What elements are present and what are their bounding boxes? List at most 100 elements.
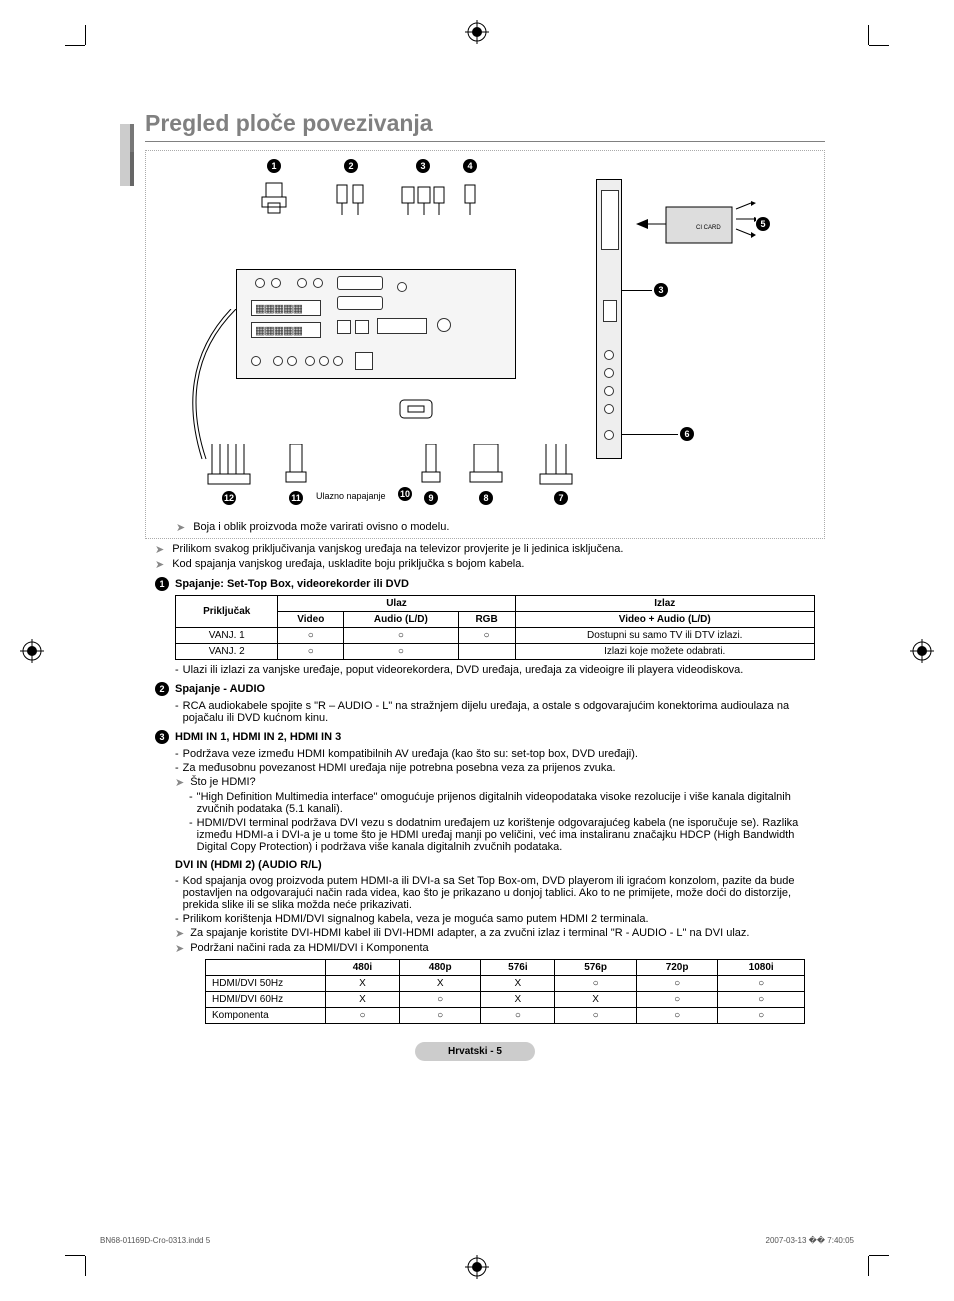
registration-mark-icon	[910, 639, 934, 663]
component-jack-icon	[319, 356, 329, 366]
audio-jack-icon	[255, 278, 265, 288]
antenna-plug-icon	[460, 175, 480, 215]
vga-port-icon	[377, 318, 427, 334]
s3-bullet-1: Podržava veze između HDMI kompatibilnih …	[183, 748, 638, 760]
ant-jack-icon	[397, 282, 407, 292]
dvi-arrow-2: Podržani načini rada za HDMI/DVI i Kompo…	[190, 942, 428, 955]
headphone-jack-icon	[604, 430, 614, 440]
crop-mark	[85, 25, 86, 45]
section-1-head: 1 Spajanje: Set-Top Box, videorekorder i…	[155, 577, 825, 591]
table-row: Komponenta ○ ○ ○ ○ ○ ○	[206, 1008, 805, 1024]
section-1-note: Ulazi ili izlazi za vanjske uređaje, pop…	[183, 664, 744, 676]
registration-mark-icon	[465, 1255, 489, 1279]
pre-note-2: Kod spajanja vanjskog uređaja, uskladite…	[172, 558, 524, 571]
variant-note: Boja i oblik proizvoda može varirati ovi…	[193, 521, 449, 534]
audio-jack-icon	[297, 278, 307, 288]
io-th: Izlaz	[515, 596, 815, 612]
pc-audio-cable-icon	[416, 444, 446, 489]
io-th: Video + Audio (L/D)	[515, 612, 815, 628]
component-jack-icon	[273, 356, 283, 366]
callout-5: 5	[756, 217, 770, 231]
callout-7: 7	[554, 491, 568, 505]
arrow-icon	[176, 521, 187, 534]
audio-port-icon	[355, 320, 369, 334]
component-jack-icon	[333, 356, 343, 366]
pre-note-1: Prilikom svakog priključivanja vanjskog …	[172, 543, 623, 556]
registration-mark-icon	[20, 639, 44, 663]
rear-panel	[236, 269, 516, 379]
dvi-bullet-1: Kod spajanja ovog proizvoda putem HDMI-a…	[183, 875, 825, 911]
callout-3: 3	[155, 730, 169, 744]
ci-card-icon: CI CARD	[636, 199, 756, 259]
crop-mark	[65, 1255, 85, 1256]
side-tab	[120, 124, 134, 186]
arrow-icon	[155, 543, 166, 556]
s3-qsub-2: HDMI/DVI terminal podržava DVI vezu s do…	[197, 817, 825, 853]
page-title: Pregled ploče povezivanja	[145, 110, 825, 142]
audio-port-icon	[337, 320, 351, 334]
hdmi-port-icon	[337, 276, 383, 290]
rca-pair-plug-icon	[331, 175, 371, 215]
crop-mark	[869, 1255, 889, 1256]
section-2-head: 2 Spajanje - AUDIO	[155, 682, 825, 696]
callout-8: 8	[479, 491, 493, 505]
footer-left: BN68-01169D-Cro-0313.indd 5	[100, 1236, 210, 1245]
page-content: Pregled ploče povezivanja 1 2 3 4	[125, 110, 825, 1061]
scart-port-icon	[251, 300, 321, 316]
hdmi-dvi-plug-icon	[398, 175, 448, 215]
s3-qsub-1: "High Definition Multimedia interface" o…	[197, 791, 825, 815]
section-2-note: RCA audiokabele spojite s "R – AUDIO - L…	[183, 700, 825, 724]
pre-notes: Prilikom svakog priključivanja vanjskog …	[155, 543, 825, 571]
scart-plug-icon	[256, 175, 292, 215]
crop-mark	[85, 1256, 86, 1276]
component-cable-icon	[204, 444, 254, 489]
arrow-icon	[155, 558, 166, 571]
crop-mark	[65, 45, 85, 46]
power-brick-icon	[396, 394, 436, 424]
footer-right: 2007-03-13 �� 7:40:05	[766, 1236, 854, 1245]
scart-port-icon	[251, 322, 321, 338]
hdmi-port-icon	[337, 296, 383, 310]
audio-jack-icon	[313, 278, 323, 288]
leader-line	[622, 290, 652, 291]
s3-bullet-2: Za međusobnu povezanost HDMI uređaja nij…	[183, 762, 616, 774]
av-jack-icon	[604, 386, 614, 396]
dvi-subhead: DVI IN (HDMI 2) (AUDIO R/L)	[175, 859, 825, 871]
component-jack-icon	[305, 356, 315, 366]
page-badge: Hrvatski - 5	[415, 1042, 535, 1061]
registration-mark-icon	[465, 20, 489, 44]
section-3-title: HDMI IN 1, HDMI IN 2, HDMI IN 3	[175, 731, 341, 743]
io-th: Priključak	[176, 596, 278, 628]
section-1-title: Spajanje: Set-Top Box, videorekorder ili…	[175, 578, 409, 590]
dvi-arrow-1: Za spajanje koristite DVI-HDMI kabel ili…	[190, 927, 749, 940]
optical-cable-icon	[276, 444, 316, 489]
callout-1: 1	[155, 577, 169, 591]
s3-question: Što je HDMI?	[190, 776, 255, 789]
callout-1: 1	[267, 159, 281, 173]
callout-4: 4	[463, 159, 477, 173]
callout-12: 12	[222, 491, 236, 505]
crop-mark	[868, 1256, 869, 1276]
audio-jack-icon	[271, 278, 281, 288]
table-row: HDMI/DVI 50Hz X X X ○ ○ ○	[206, 976, 805, 992]
ci-slot-icon	[601, 190, 619, 250]
modes-table: 480i 480p 576i 576p 720p 1080i HDMI/DVI …	[205, 959, 805, 1024]
callout-6: 6	[680, 427, 694, 441]
pc-audio-port-icon	[437, 318, 451, 332]
callout-2: 2	[155, 682, 169, 696]
table-row: VANJ. 1 ○ ○ ○ Dostupni su samo TV ili DT…	[176, 628, 815, 644]
callout-3: 3	[416, 159, 430, 173]
side-panel	[596, 179, 622, 459]
callout-9: 9	[424, 491, 438, 505]
print-footer: BN68-01169D-Cro-0313.indd 5 2007-03-13 �…	[100, 1236, 854, 1245]
crop-mark	[869, 45, 889, 46]
section-2-title: Spajanje - AUDIO	[175, 683, 265, 695]
io-th: RGB	[458, 612, 515, 628]
callout-2: 2	[344, 159, 358, 173]
io-table: Priključak Ulaz Izlaz Video Audio (L/D) …	[175, 595, 815, 660]
io-th: Ulaz	[278, 596, 515, 612]
av-cable-icon	[536, 444, 586, 489]
leader-line	[622, 434, 678, 435]
component-jack-icon	[287, 356, 297, 366]
io-th: Audio (L/D)	[344, 612, 459, 628]
